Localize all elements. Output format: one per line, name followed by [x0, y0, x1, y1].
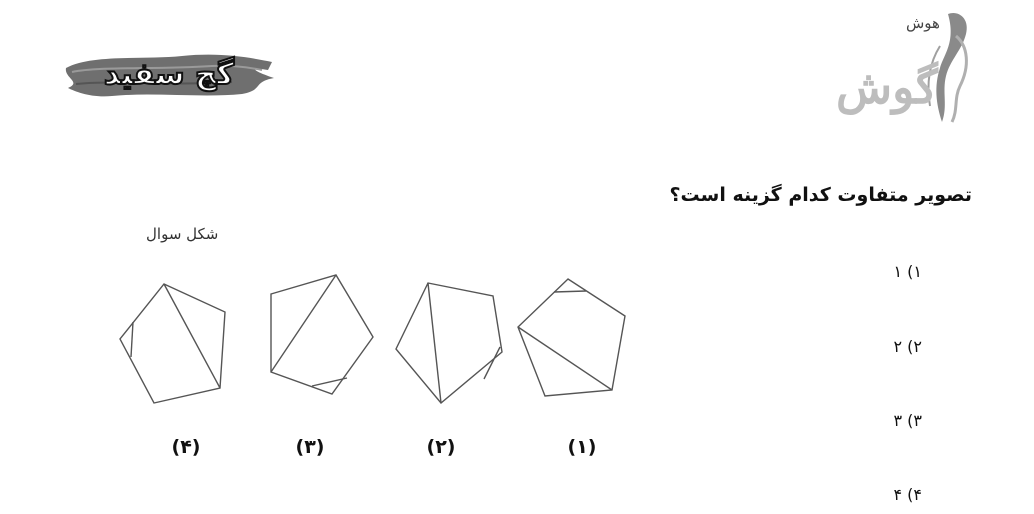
figure-4-pentagon	[119, 283, 226, 404]
figure-2-diagonal	[427, 282, 442, 404]
shape-caption: شکل سوال	[146, 225, 219, 243]
figure-3-diagonal	[270, 274, 337, 373]
question-text: تصویر متفاوت کدام گزینه است؟	[669, 184, 973, 206]
figure-4-corner-cut	[130, 321, 134, 358]
figure-4-diagonal	[163, 283, 221, 389]
brand-logo-small-text: هوش	[906, 14, 940, 32]
figure-2-pentagon	[395, 282, 503, 404]
figure-3-label: (۳)	[295, 436, 325, 458]
figure-1-label: (۱)	[567, 436, 597, 458]
figure-1-pentagon	[517, 278, 626, 397]
option-4[interactable]: ۴) ۴	[893, 485, 922, 504]
figure-4	[119, 283, 226, 404]
figure-2	[395, 282, 503, 404]
figure-1	[517, 278, 626, 397]
brand-logo-text: گچ سفید	[103, 56, 235, 93]
figure-3-pentagon	[270, 274, 374, 395]
figure-3	[270, 274, 374, 395]
hoosh-logo-graphic	[927, 12, 968, 123]
brush-stroke-logo	[65, 54, 274, 97]
figure-3-corner-cut	[311, 377, 348, 387]
figure-4-label: (۴)	[171, 436, 201, 458]
option-3[interactable]: ۳) ۳	[893, 411, 922, 430]
figure-1-diagonal	[517, 326, 613, 391]
option-2[interactable]: ۲) ۲	[893, 337, 922, 356]
figure-2-corner-cut	[483, 346, 501, 380]
brand-logo-big-text: گوش	[836, 60, 938, 114]
figure-1-corner-cut	[553, 290, 587, 293]
option-1[interactable]: ۱) ۱	[893, 262, 922, 281]
figure-2-label: (۲)	[426, 436, 456, 458]
